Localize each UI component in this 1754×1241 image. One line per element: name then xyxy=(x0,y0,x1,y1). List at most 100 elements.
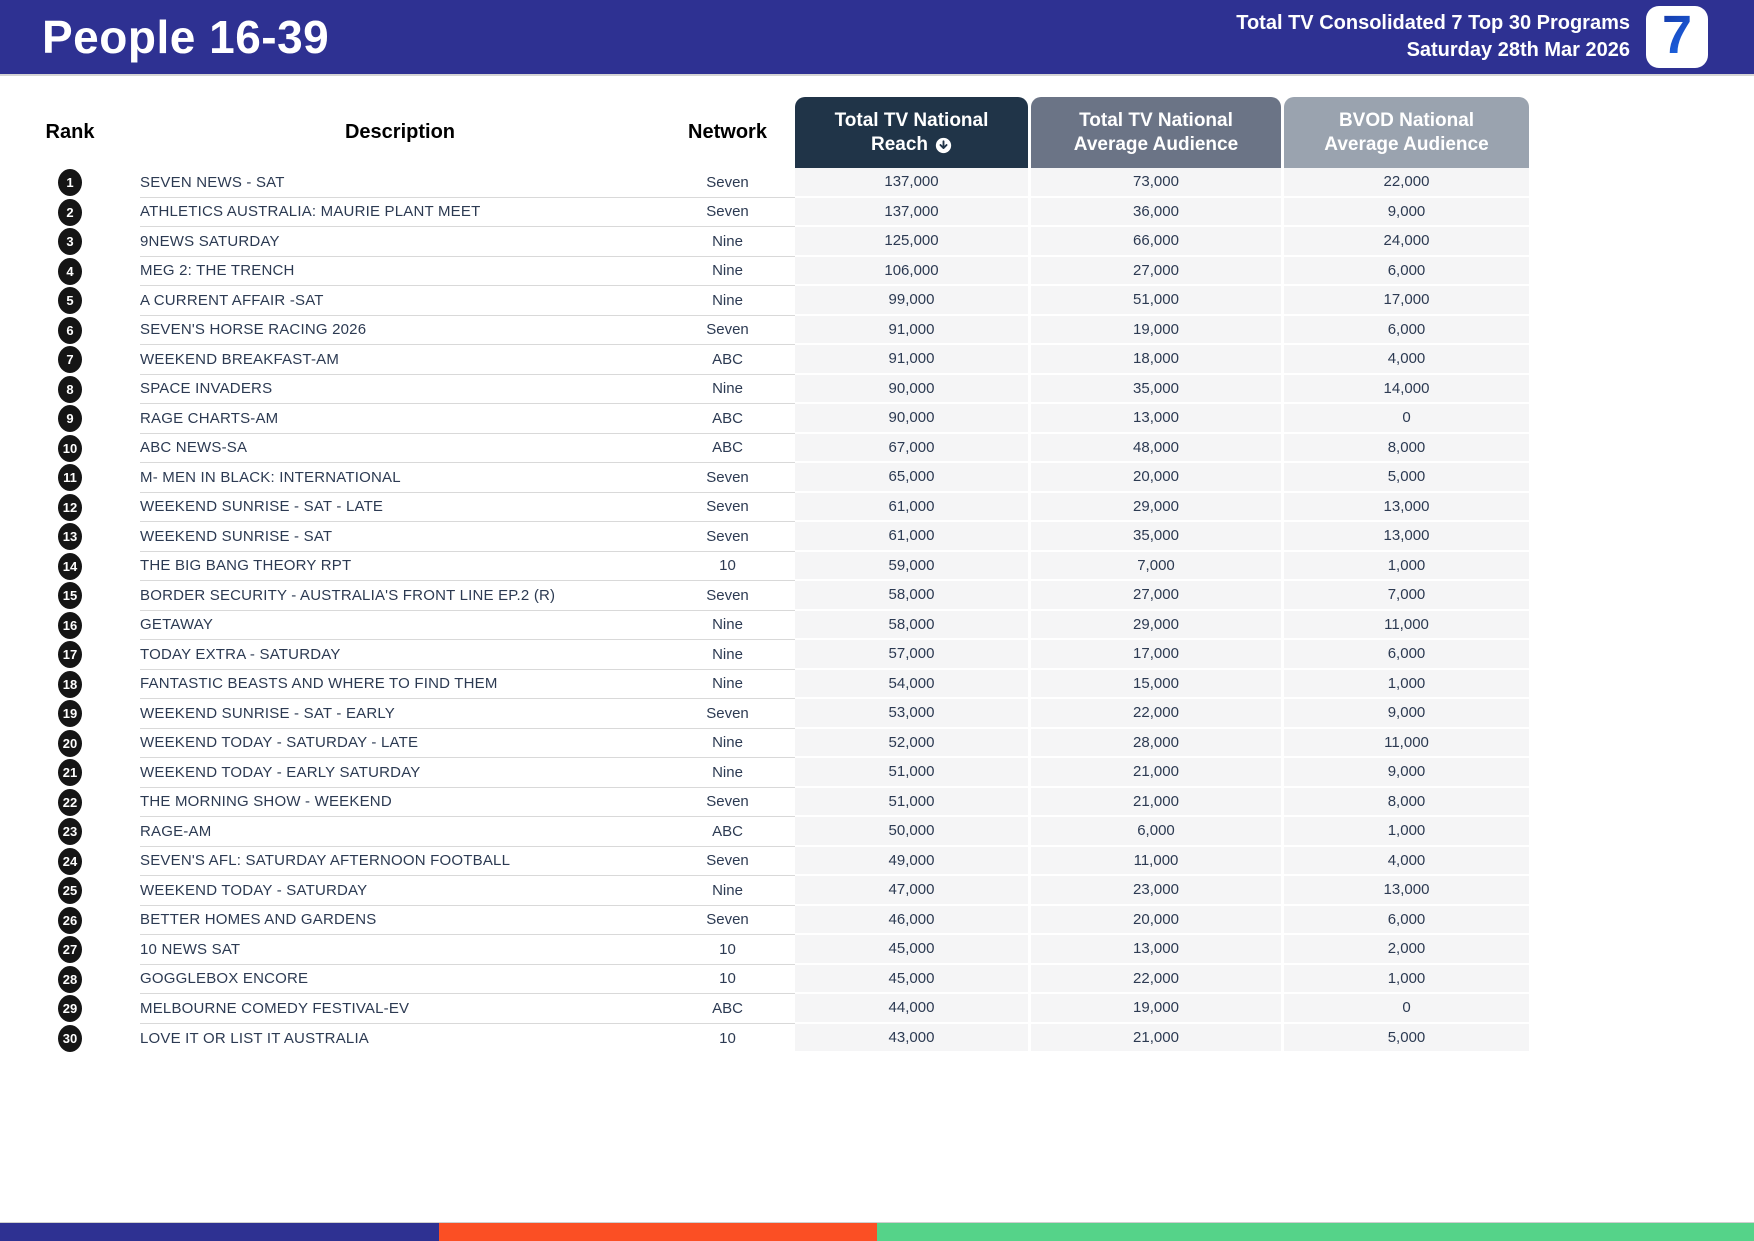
rank-badge: 26 xyxy=(58,906,82,934)
network-cell: Seven xyxy=(660,906,795,935)
total-tv-reach-cell: 47,000 xyxy=(795,876,1028,906)
total-tv-average-audience-cell: 23,000 xyxy=(1031,876,1281,906)
bvod-header-line1: BVOD National xyxy=(1338,109,1475,131)
total-tv-average-audience-cell: 7,000 xyxy=(1031,551,1281,581)
bvod-average-audience-cell: 4,000 xyxy=(1284,345,1529,375)
table-row: 17 TODAY EXTRA - SATURDAY Nine 57,000 17… xyxy=(0,640,1754,670)
total-tv-reach-cell: 44,000 xyxy=(795,994,1028,1024)
total-tv-reach-cell: 91,000 xyxy=(795,315,1028,345)
rank-badge: 30 xyxy=(58,1024,82,1052)
description-cell: WEEKEND BREAKFAST-AM xyxy=(140,345,660,375)
column-header-total-tv-average-audience[interactable]: Total TV National Average Audience xyxy=(1031,97,1281,168)
description-cell: WEEKEND TODAY - EARLY SATURDAY xyxy=(140,758,660,788)
total-tv-reach-cell: 61,000 xyxy=(795,522,1028,552)
rank-cell: 5 xyxy=(0,286,140,316)
table-row: 29 MELBOURNE COMEDY FESTIVAL-EV ABC 44,0… xyxy=(0,994,1754,1024)
network-cell: Nine xyxy=(660,758,795,788)
network-cell: Nine xyxy=(660,640,795,670)
row-right-margin xyxy=(1529,522,1754,552)
total-tv-reach-cell: 58,000 xyxy=(795,581,1028,611)
column-header-bvod-average-audience[interactable]: BVOD National Average Audience xyxy=(1284,97,1529,168)
total-tv-average-audience-cell: 6,000 xyxy=(1031,817,1281,847)
table-row: 10 ABC NEWS-SA ABC 67,000 48,000 8,000 xyxy=(0,433,1754,463)
rank-cell: 22 xyxy=(0,788,140,818)
header-right-margin xyxy=(1529,97,1754,168)
row-right-margin xyxy=(1529,463,1754,493)
network-cell: ABC xyxy=(660,994,795,1024)
bvod-average-audience-cell: 9,000 xyxy=(1284,758,1529,788)
bvod-average-audience-cell: 2,000 xyxy=(1284,935,1529,965)
total-tv-average-audience-cell: 27,000 xyxy=(1031,256,1281,286)
bvod-average-audience-cell: 6,000 xyxy=(1284,905,1529,935)
rank-badge: 28 xyxy=(58,965,82,993)
description-cell: 9NEWS SATURDAY xyxy=(140,227,660,257)
rank-badge: 18 xyxy=(58,670,82,698)
bvod-average-audience-cell: 1,000 xyxy=(1284,964,1529,994)
row-right-margin xyxy=(1529,729,1754,759)
table-row: 26 BETTER HOMES AND GARDENS Seven 46,000… xyxy=(0,905,1754,935)
bvod-average-audience-cell: 7,000 xyxy=(1284,581,1529,611)
row-right-margin xyxy=(1529,817,1754,847)
description-cell: WEEKEND TODAY - SATURDAY xyxy=(140,876,660,906)
rank-cell: 27 xyxy=(0,935,140,965)
rank-cell: 18 xyxy=(0,670,140,700)
description-cell: MELBOURNE COMEDY FESTIVAL-EV xyxy=(140,994,660,1024)
table-row: 2 ATHLETICS AUSTRALIA: MAURIE PLANT MEET… xyxy=(0,197,1754,228)
bvod-average-audience-cell: 9,000 xyxy=(1284,197,1529,227)
bvod-average-audience-cell: 0 xyxy=(1284,404,1529,434)
table-row: 18 FANTASTIC BEASTS AND WHERE TO FIND TH… xyxy=(0,669,1754,700)
total-tv-reach-cell: 50,000 xyxy=(795,817,1028,847)
row-right-margin xyxy=(1529,611,1754,641)
total-tv-reach-cell: 137,000 xyxy=(795,197,1028,227)
total-tv-reach-cell: 61,000 xyxy=(795,492,1028,522)
total-tv-average-audience-cell: 20,000 xyxy=(1031,463,1281,493)
total-tv-reach-cell: 91,000 xyxy=(795,345,1028,375)
table-row: 16 GETAWAY Nine 58,000 29,000 11,000 xyxy=(0,610,1754,641)
network-cell: ABC xyxy=(660,817,795,847)
description-cell: SPACE INVADERS xyxy=(140,375,660,404)
network-cell: ABC xyxy=(660,345,795,375)
table-row: 20 WEEKEND TODAY - SATURDAY - LATE Nine … xyxy=(0,728,1754,759)
table-row: 19 WEEKEND SUNRISE - SAT - EARLY Seven 5… xyxy=(0,699,1754,729)
rank-cell: 12 xyxy=(0,493,140,523)
rank-badge: 10 xyxy=(58,434,82,462)
network-cell: Nine xyxy=(660,227,795,257)
total-tv-reach-cell: 106,000 xyxy=(795,256,1028,286)
total-tv-average-audience-cell: 22,000 xyxy=(1031,964,1281,994)
rank-cell: 9 xyxy=(0,404,140,434)
arrow-down-circle-icon[interactable] xyxy=(935,137,952,154)
footer-segment-blue xyxy=(0,1223,439,1241)
avg-header-line2: Average Audience xyxy=(1073,133,1239,155)
total-tv-average-audience-cell: 19,000 xyxy=(1031,994,1281,1024)
total-tv-reach-cell: 45,000 xyxy=(795,935,1028,965)
row-right-margin xyxy=(1529,168,1754,198)
rank-cell: 2 xyxy=(0,198,140,228)
rank-cell: 1 xyxy=(0,168,140,198)
total-tv-average-audience-cell: 51,000 xyxy=(1031,286,1281,316)
bvod-average-audience-cell: 1,000 xyxy=(1284,551,1529,581)
total-tv-average-audience-cell: 27,000 xyxy=(1031,581,1281,611)
column-header-total-tv-reach[interactable]: Total TV National Reach xyxy=(795,97,1028,168)
table-row: 5 A CURRENT AFFAIR -SAT Nine 99,000 51,0… xyxy=(0,286,1754,316)
total-tv-average-audience-cell: 28,000 xyxy=(1031,728,1281,758)
total-tv-average-audience-cell: 19,000 xyxy=(1031,315,1281,345)
network-cell: Seven xyxy=(660,788,795,817)
bvod-average-audience-cell: 13,000 xyxy=(1284,522,1529,552)
rank-cell: 29 xyxy=(0,994,140,1024)
description-cell: ABC NEWS-SA xyxy=(140,434,660,463)
table-row: 13 WEEKEND SUNRISE - SAT Seven 61,000 35… xyxy=(0,522,1754,552)
description-cell: ATHLETICS AUSTRALIA: MAURIE PLANT MEET xyxy=(140,198,660,227)
row-right-margin xyxy=(1529,1024,1754,1054)
network-cell: Nine xyxy=(660,286,795,316)
row-right-margin xyxy=(1529,758,1754,788)
total-tv-reach-cell: 54,000 xyxy=(795,669,1028,699)
top-bar: People 16-39 Total TV Consolidated 7 Top… xyxy=(0,0,1754,76)
description-cell: WEEKEND SUNRISE - SAT xyxy=(140,522,660,552)
total-tv-average-audience-cell: 21,000 xyxy=(1031,758,1281,788)
rank-badge: 19 xyxy=(58,700,82,728)
column-header-network: Network xyxy=(688,121,767,143)
description-cell: SEVEN'S HORSE RACING 2026 xyxy=(140,316,660,345)
table-row: 9 RAGE CHARTS-AM ABC 90,000 13,000 0 xyxy=(0,404,1754,434)
network-cell: 10 xyxy=(719,1029,736,1047)
bvod-average-audience-cell: 1,000 xyxy=(1284,817,1529,847)
